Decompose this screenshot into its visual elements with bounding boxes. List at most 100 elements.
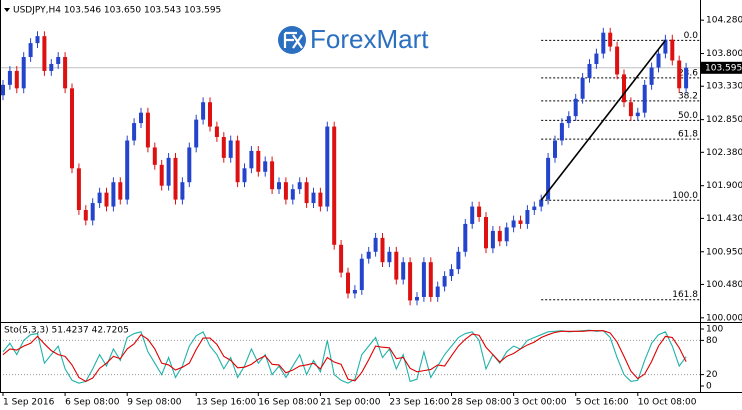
fib-label: 0.0 bbox=[684, 31, 699, 41]
candle-body bbox=[339, 244, 344, 273]
price-label-bg bbox=[701, 61, 742, 74]
y-tick-label: 101.900 bbox=[706, 181, 742, 191]
y-tick-label: 104.280 bbox=[706, 16, 742, 26]
candle-body bbox=[242, 168, 247, 183]
chart-title: USDJPY,H4 103.546 103.650 103.543 103.59… bbox=[13, 6, 221, 16]
x-tick-label: 9 Sep 08:00 bbox=[127, 398, 182, 408]
candle-body bbox=[118, 182, 123, 200]
y-tick-label: 20 bbox=[706, 370, 718, 380]
candle-body bbox=[173, 157, 178, 200]
candle-body bbox=[497, 230, 502, 242]
x-tick-label: 5 Oct 16:00 bbox=[576, 398, 629, 408]
candle-body bbox=[408, 262, 413, 301]
fib-label: 38.2 bbox=[678, 91, 698, 101]
candle-body bbox=[518, 220, 523, 224]
candle-body bbox=[428, 262, 433, 297]
candle-body bbox=[132, 123, 137, 141]
candle-body bbox=[42, 36, 47, 71]
candle-body bbox=[435, 286, 440, 297]
candle-body bbox=[235, 140, 240, 183]
candle-body bbox=[270, 161, 275, 190]
candle-body bbox=[311, 192, 316, 204]
candle-body bbox=[380, 237, 385, 263]
candle-body bbox=[14, 70, 19, 89]
candle-body bbox=[539, 199, 544, 207]
candle-body bbox=[366, 251, 371, 259]
y-tick-label: 100.950 bbox=[706, 247, 742, 257]
candle-body bbox=[684, 67, 689, 89]
candle-body bbox=[194, 119, 199, 148]
indicator-title: Sto(5,3,3) 51.4237 42.7205 bbox=[4, 326, 129, 336]
candle-body bbox=[587, 63, 592, 78]
x-tick-label: 21 Sep 00:00 bbox=[320, 398, 380, 408]
y-tick-label: 102.380 bbox=[706, 148, 742, 158]
candle-body bbox=[421, 262, 426, 297]
candle-body bbox=[318, 192, 323, 207]
candle-body bbox=[180, 182, 185, 200]
candle-body bbox=[187, 147, 192, 183]
candle-body bbox=[325, 126, 330, 207]
candle-body bbox=[249, 150, 254, 169]
candle-body bbox=[594, 53, 599, 64]
x-tick-label: 28 Sep 08:00 bbox=[452, 398, 512, 408]
x-tick-label: 23 Sep 16:00 bbox=[389, 398, 449, 408]
candle-body bbox=[456, 251, 461, 270]
candle-body bbox=[214, 126, 219, 138]
candle-body bbox=[145, 112, 150, 148]
candle-body bbox=[56, 57, 61, 64]
candle-body bbox=[601, 32, 606, 54]
x-tick-label: 6 Sep 08:00 bbox=[65, 398, 120, 408]
candle-body bbox=[649, 67, 654, 85]
candle-body bbox=[532, 206, 537, 211]
candle-body bbox=[332, 126, 337, 245]
candle-body bbox=[63, 57, 68, 89]
candle-body bbox=[49, 63, 54, 71]
candle-body bbox=[490, 230, 495, 249]
candle-body bbox=[504, 227, 509, 242]
candle-body bbox=[642, 84, 647, 113]
candle-body bbox=[166, 157, 171, 186]
candle-body bbox=[346, 272, 350, 294]
candle-body bbox=[608, 32, 613, 47]
candle-body bbox=[70, 88, 74, 169]
y-tick-label: 103.800 bbox=[706, 49, 742, 59]
candle-body bbox=[442, 276, 447, 287]
logo: ForexMart bbox=[310, 24, 429, 54]
candle-body bbox=[628, 102, 633, 117]
candle-body bbox=[566, 116, 571, 124]
fib-label: 23.6 bbox=[678, 68, 698, 78]
candle-body bbox=[394, 251, 399, 280]
candle-body bbox=[201, 102, 206, 120]
candle-body bbox=[677, 60, 682, 89]
candle-body bbox=[76, 168, 81, 211]
candle-body bbox=[449, 269, 454, 277]
candle-body bbox=[297, 182, 302, 190]
fib-label: 100.0 bbox=[672, 191, 698, 201]
y-tick-label: 102.850 bbox=[706, 115, 742, 125]
y-tick-label: 80 bbox=[706, 336, 718, 346]
price-label: 103.595 bbox=[705, 63, 742, 73]
candle-body bbox=[21, 57, 26, 89]
candle-body bbox=[546, 157, 551, 200]
candle-body bbox=[352, 290, 357, 294]
candle-body bbox=[622, 74, 626, 103]
y-tick-label: 103.330 bbox=[706, 82, 742, 92]
candle-body bbox=[615, 46, 620, 75]
x-tick-label: 13 Sep 16:00 bbox=[196, 398, 256, 408]
candle-body bbox=[553, 140, 557, 158]
symbol-icon bbox=[4, 8, 10, 12]
plot-area: 104.280 103.800 103.330 102.850 102.380 101.9… bbox=[0, 16, 742, 408]
candle-body bbox=[359, 258, 364, 291]
x-tick-label: 3 Oct 00:00 bbox=[514, 398, 567, 408]
logo-icon bbox=[283, 31, 303, 49]
candle-body bbox=[670, 39, 675, 61]
candle-body bbox=[373, 237, 378, 252]
y-tick-label: 100 bbox=[706, 324, 723, 334]
y-tick-label: 0 bbox=[706, 382, 712, 392]
candle-body bbox=[28, 43, 33, 58]
candle-body bbox=[97, 192, 102, 204]
y-tick-label: 101.430 bbox=[706, 214, 742, 224]
candle-body bbox=[484, 216, 488, 249]
candle-body bbox=[635, 112, 640, 117]
